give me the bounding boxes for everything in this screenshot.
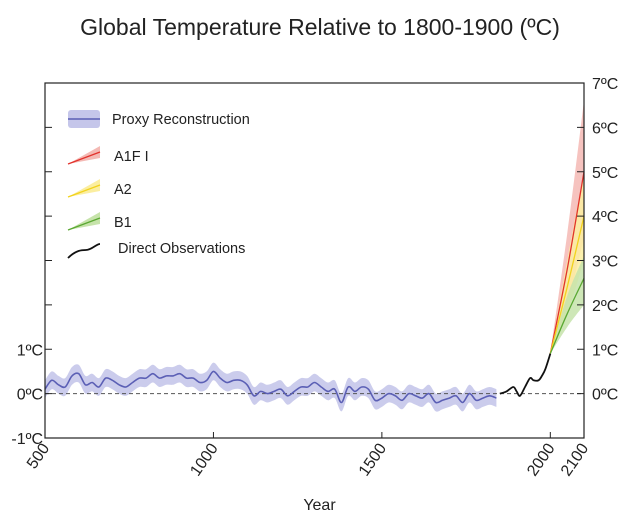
legend-swatch-b1-band	[68, 212, 100, 230]
legend: Proxy Reconstruction A1F I A2 B1 Direct Obse…	[67, 110, 250, 259]
right-tick-label: 5ºC	[592, 165, 618, 182]
legend-label: Direct Observations	[118, 241, 245, 257]
x-tick-label: 1000	[187, 440, 221, 479]
legend-label: A2	[114, 182, 132, 198]
legend-label: A1F I	[114, 149, 149, 165]
right-y-ticks: 7ºC 6ºC 5ºC 4ºC 3ºC 2ºC 1ºC 0ºC	[577, 76, 618, 404]
x-tick-label: 1500	[356, 440, 390, 479]
legend-swatch-a1fi-band	[68, 146, 100, 164]
legend-label: Proxy Reconstruction	[112, 112, 250, 128]
legend-swatch-b1-line	[67, 217, 101, 231]
legend-swatch-observations	[67, 243, 101, 259]
scenario-line-a2	[549, 215, 585, 354]
right-tick-label: 4ºC	[592, 209, 618, 226]
scenario-line-b1	[549, 278, 585, 354]
legend-swatch-a1fi-line	[67, 151, 101, 165]
proxy-uncertainty-band	[45, 362, 497, 412]
scenario-band-a2	[550, 171, 584, 354]
direct-observations-line	[499, 353, 552, 397]
left-tick-label: -1ºC	[11, 431, 43, 448]
left-y-ticks: 1ºC 0ºC -1ºC	[11, 126, 52, 448]
left-tick-label: 1ºC	[17, 342, 43, 359]
right-tick-label: 7ºC	[592, 76, 618, 93]
x-ticks: 500 1000 1500 2000 2100	[24, 432, 592, 479]
legend-label: B1	[114, 215, 132, 231]
right-tick-label: 0ºC	[592, 387, 618, 404]
legend-swatch-a2-band	[68, 179, 100, 197]
left-tick-label: 0ºC	[17, 387, 43, 404]
legend-swatch-a2-line	[67, 184, 101, 198]
scenario-band-b1	[550, 256, 584, 354]
x-axis-label: Year	[303, 497, 336, 514]
chart-title: Global Temperature Relative to 1800-1900…	[80, 14, 560, 40]
scenario-line-a1fi	[549, 171, 585, 354]
proxy-reconstruction-line	[44, 370, 497, 404]
right-tick-label: 2ºC	[592, 298, 618, 315]
right-tick-label: 3ºC	[592, 254, 618, 271]
series-lines	[44, 171, 585, 404]
right-tick-label: 6ºC	[592, 120, 618, 137]
uncertainty-bands	[45, 100, 584, 412]
x-tick-label: 2000	[524, 440, 558, 479]
x-tick-label: 2100	[558, 440, 592, 479]
right-tick-label: 1ºC	[592, 342, 618, 359]
